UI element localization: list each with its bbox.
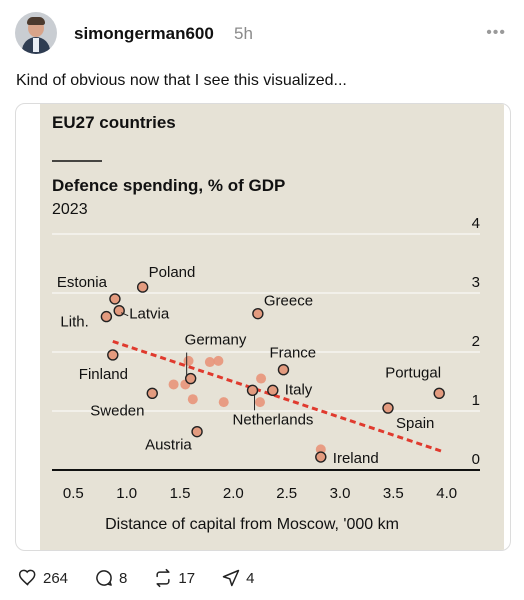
x-tick-label: 2.0	[223, 485, 244, 502]
chart-title: Defence spending, % of GDP	[52, 176, 285, 195]
scatter-point-labelled	[315, 451, 327, 463]
ticks-layer: 0 1 2 3 4 0.5 1.0 1.5 2.0 2.5 3.0 3.5 4.0	[63, 215, 480, 502]
like-count: 264	[43, 569, 69, 587]
y-tick-label: 0	[472, 451, 480, 468]
x-axis-label: Distance of capital from Moscow, '000 km	[105, 516, 399, 533]
country-label: Latvia	[129, 306, 170, 323]
scatter-point-labelled	[277, 364, 290, 376]
points-layer	[100, 281, 445, 463]
scatter-point-labelled	[267, 384, 279, 397]
chart-supertitle: EU27 countries	[52, 113, 176, 132]
x-tick-label: 3.0	[330, 485, 351, 502]
repost-icon	[156, 568, 170, 588]
y-tick-label: 4	[472, 215, 480, 232]
like-button[interactable]: 264	[18, 568, 68, 588]
heart-icon	[18, 569, 36, 586]
x-tick-label: 2.5	[276, 485, 297, 502]
country-label: Spain	[396, 415, 434, 432]
country-label: Netherlands	[233, 411, 314, 428]
label-leader-line	[121, 312, 129, 317]
trend-layer	[112, 339, 442, 453]
more-options-icon[interactable]: •••	[486, 24, 506, 41]
scatter-point	[183, 355, 194, 366]
share-button[interactable]: 4	[221, 568, 254, 588]
scatter-point	[168, 379, 179, 390]
grid-layer	[52, 233, 480, 471]
scatter-point-labelled	[107, 349, 119, 361]
y-tick-label: 3	[472, 274, 480, 291]
chart-image-card[interactable]: EU27 countries Defence spending, % of GD…	[15, 103, 511, 551]
repost-count: 17	[178, 569, 196, 587]
scatter-point-labelled	[136, 281, 149, 293]
scatter-point	[255, 397, 265, 408]
scatter-point	[204, 357, 215, 368]
scatter-point	[213, 355, 224, 366]
scatter-point-labelled	[252, 307, 264, 320]
comment-button[interactable]: 8	[94, 568, 127, 588]
avatar-hair-shape	[27, 17, 45, 25]
scatter-point	[187, 394, 198, 405]
scatter-point	[315, 444, 326, 455]
comment-icon	[96, 570, 112, 586]
avatar-shirt-shape	[33, 38, 39, 52]
chart-subtitle: 2023	[52, 201, 88, 218]
scatter-point-labelled	[433, 387, 445, 399]
country-label: Estonia	[57, 274, 108, 291]
scatter-point-labelled	[184, 372, 197, 385]
scatter-point-labelled	[100, 310, 113, 323]
y-tick-label: 1	[472, 392, 480, 409]
country-label: Lith.	[60, 314, 88, 331]
avatar[interactable]	[15, 12, 57, 54]
x-tick-label: 0.5	[63, 485, 84, 502]
x-tick-label: 1.5	[170, 485, 191, 502]
country-label: Finland	[79, 366, 128, 383]
scatter-point	[218, 397, 229, 408]
post-text: Kind of obvious now that I see this visu…	[16, 72, 347, 89]
share-icon	[222, 569, 240, 587]
country-label: Italy	[285, 381, 313, 398]
country-label: Sweden	[90, 402, 144, 419]
country-label: Portugal	[385, 364, 441, 381]
comment-count: 8	[119, 569, 128, 587]
country-label: Austria	[145, 437, 192, 454]
scatter-point-labelled	[191, 425, 203, 438]
repost-button[interactable]: 17	[153, 568, 195, 588]
scatter-point-labelled	[113, 304, 125, 317]
username[interactable]: simongerman600	[74, 24, 214, 43]
country-label: Germany	[185, 332, 247, 349]
post-actions: 264 8 17 4	[18, 566, 280, 590]
scatter-point-labelled	[146, 387, 158, 399]
scatter-point-labelled	[246, 384, 259, 397]
chart-svg: EU27 countries Defence spending, % of GD…	[52, 113, 480, 533]
country-label: Greece	[264, 293, 313, 310]
country-label: Ireland	[333, 450, 379, 467]
y-tick-label: 2	[472, 333, 480, 350]
labels-layer: Estonia Poland Latvia Lith. Finland Sweden Ger…	[57, 264, 441, 467]
scatter-point-labelled	[109, 293, 121, 305]
trend-line	[112, 339, 442, 453]
post-time: 5h	[234, 24, 253, 43]
x-tick-label: 1.0	[116, 485, 137, 502]
scatter-point-labelled	[382, 402, 394, 414]
x-tick-label: 4.0	[436, 485, 457, 502]
scatter-point	[256, 373, 267, 384]
chart-panel: EU27 countries Defence spending, % of GD…	[40, 104, 504, 550]
x-tick-label: 3.5	[383, 485, 404, 502]
share-count: 4	[246, 569, 255, 587]
country-label: France	[269, 345, 316, 362]
country-label: Poland	[149, 264, 196, 281]
